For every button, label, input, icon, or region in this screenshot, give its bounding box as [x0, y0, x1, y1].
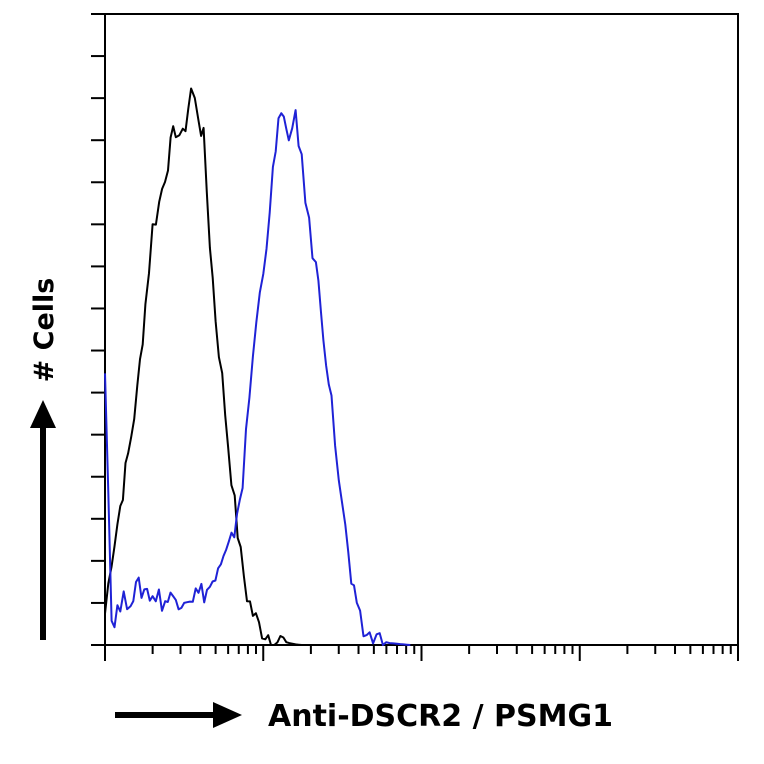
x-axis-ticks [104, 645, 739, 661]
histogram-series-2 [104, 109, 411, 646]
x-axis-label: Anti-DSCR2 / PSMG1 [268, 699, 613, 734]
plot-frame [104, 13, 739, 646]
y-axis-arrow-head [30, 400, 56, 428]
x-axis-arrow-head [213, 702, 242, 728]
y-axis-label: # Cells [29, 278, 60, 383]
y-axis-ticks [91, 13, 105, 646]
histogram-series-1 [104, 87, 302, 646]
series-layer [104, 87, 411, 646]
